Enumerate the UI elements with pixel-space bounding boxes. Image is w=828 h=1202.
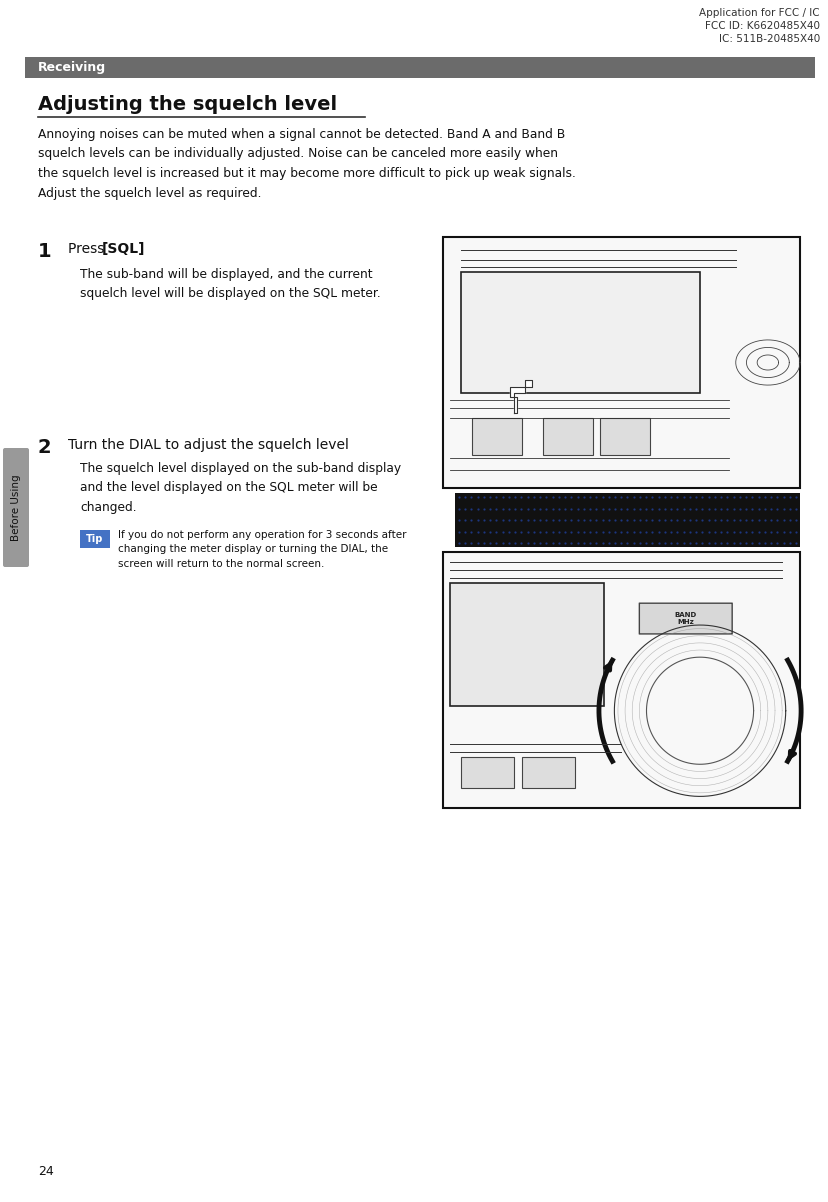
Text: Annoying noises can be muted when a signal cannot be detected. Band A and Band B: Annoying noises can be muted when a sign…: [38, 127, 575, 200]
Text: BAND
MHz: BAND MHz: [674, 612, 696, 625]
Text: [SQL]: [SQL]: [102, 242, 146, 256]
Polygon shape: [509, 380, 531, 413]
Text: FCC ID: K6620485X40: FCC ID: K6620485X40: [704, 20, 819, 31]
FancyBboxPatch shape: [3, 448, 29, 567]
Text: The sub-band will be displayed, and the current
squelch level will be displayed : The sub-band will be displayed, and the …: [80, 268, 380, 300]
Bar: [471, 418, 521, 456]
Bar: [442, 552, 799, 808]
Text: 2: 2: [38, 438, 51, 457]
Bar: [442, 237, 799, 488]
Bar: [521, 757, 575, 787]
Text: IC: 511B-20485X40: IC: 511B-20485X40: [718, 34, 819, 44]
Bar: [80, 530, 110, 548]
Text: Press: Press: [68, 242, 108, 256]
Text: The squelch level displayed on the sub-band display
and the level displayed on t: The squelch level displayed on the sub-b…: [80, 462, 401, 514]
Text: Receiving: Receiving: [38, 61, 106, 75]
Text: Adjusting the squelch level: Adjusting the squelch level: [38, 95, 337, 114]
Text: Before Using: Before Using: [11, 474, 21, 541]
Bar: [25, 56, 814, 78]
Bar: [450, 583, 603, 706]
Bar: [455, 493, 799, 547]
Text: Turn the DIAL to adjust the squelch level: Turn the DIAL to adjust the squelch leve…: [68, 438, 349, 452]
Bar: [460, 272, 699, 393]
Text: 24: 24: [38, 1165, 54, 1178]
Text: If you do not perform any operation for 3 seconds after
changing the meter displ: If you do not perform any operation for …: [118, 530, 406, 569]
Bar: [542, 418, 592, 456]
Bar: [599, 418, 649, 456]
Bar: [460, 757, 514, 787]
Text: 1: 1: [38, 242, 51, 261]
FancyBboxPatch shape: [638, 603, 731, 633]
Text: Application for FCC / IC: Application for FCC / IC: [699, 8, 819, 18]
Text: Tip: Tip: [86, 534, 104, 545]
